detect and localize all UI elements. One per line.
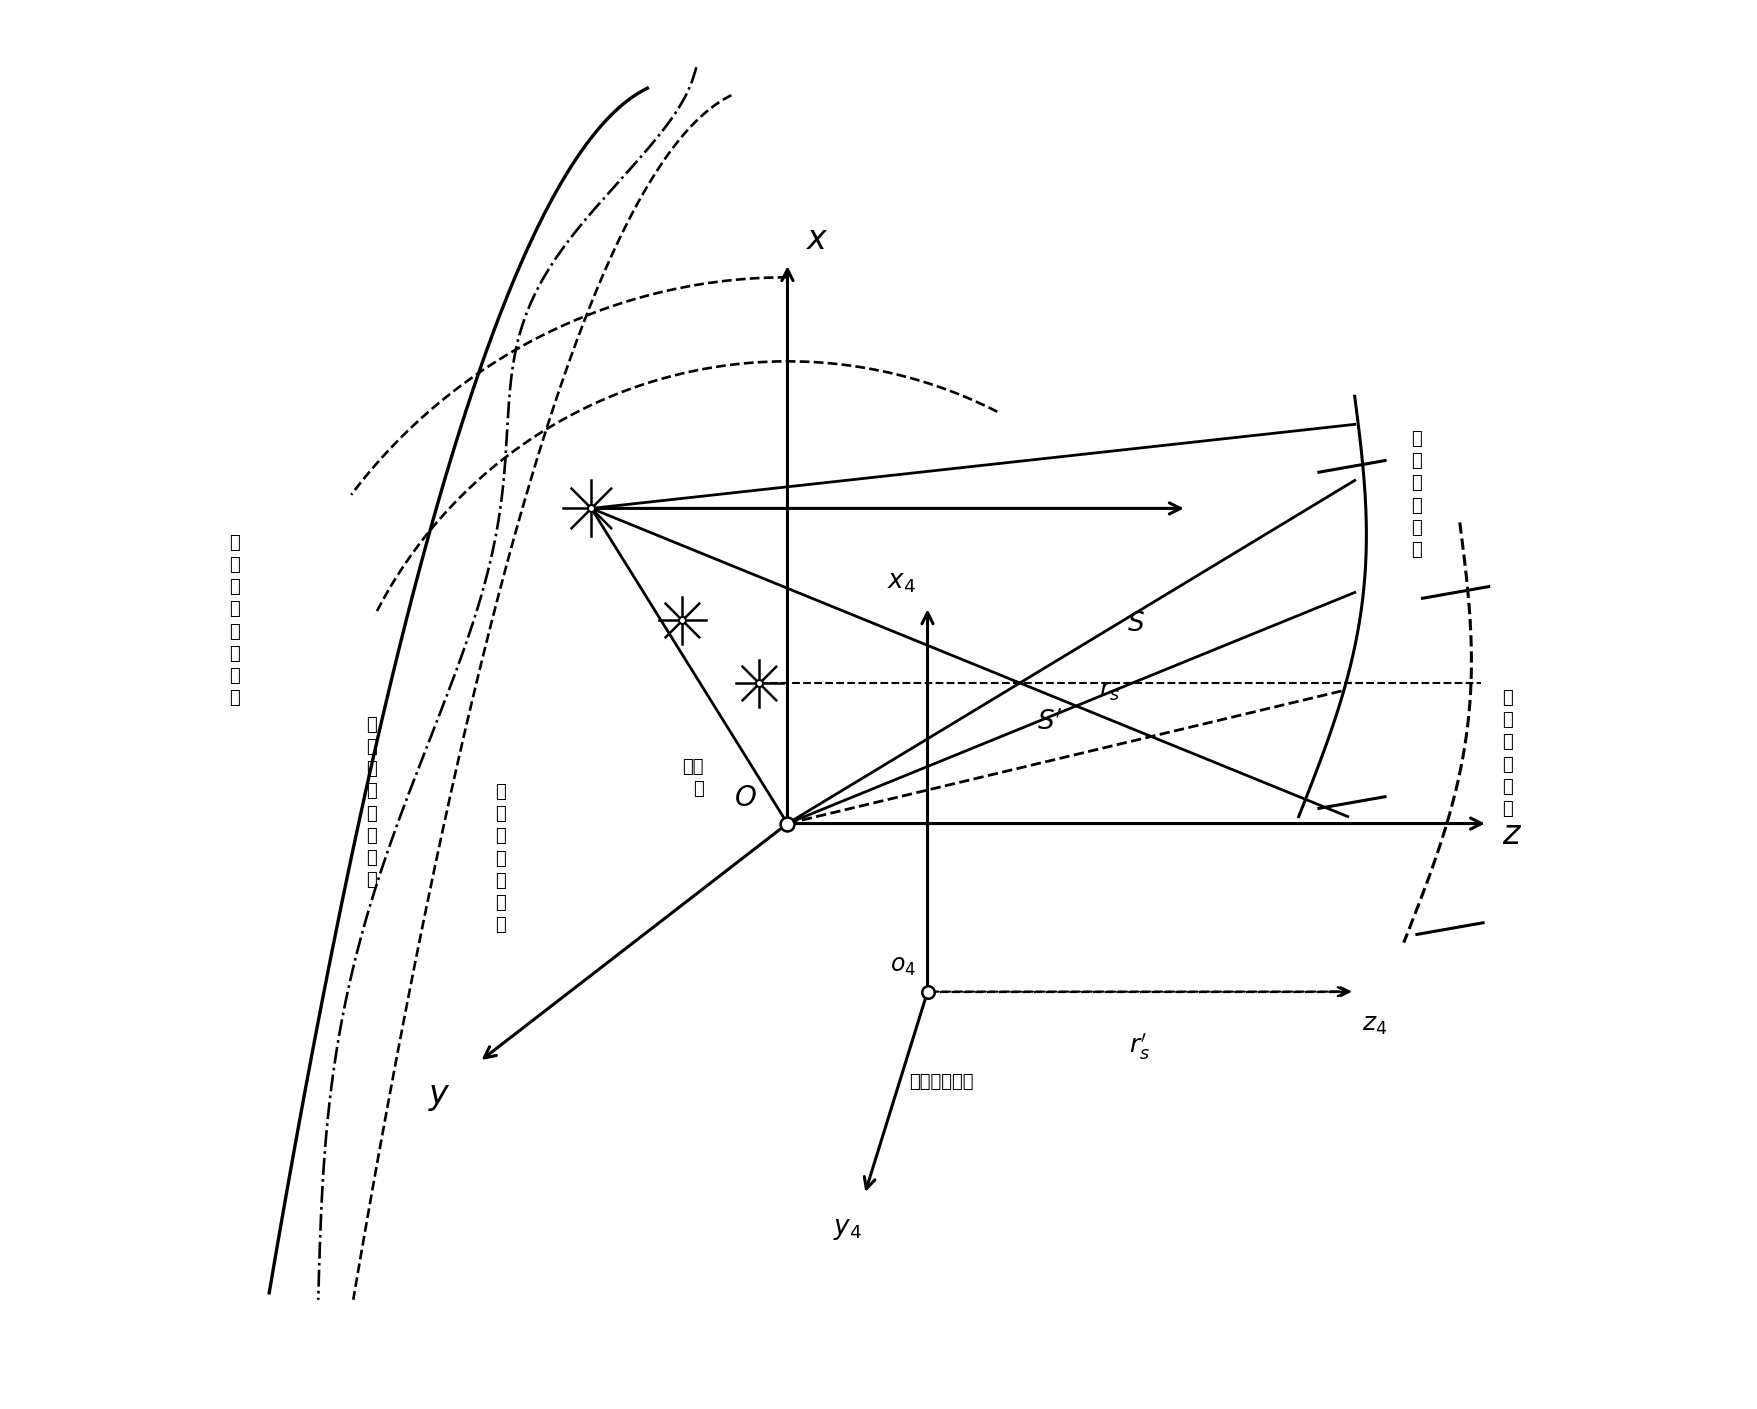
- Text: 理
论
设
计
主
反
射
面: 理 论 设 计 主 反 射 面: [228, 534, 239, 707]
- Text: 最
佳
吻
合
反
射
面: 最 佳 吻 合 反 射 面: [495, 783, 506, 934]
- Text: $z_4$: $z_4$: [1362, 1013, 1386, 1037]
- Text: 变
形
后
的
主
反
射
面: 变 形 后 的 主 反 射 面: [365, 716, 376, 889]
- Text: $S$: $S$: [1128, 612, 1146, 637]
- Text: $y_4$: $y_4$: [833, 1216, 863, 1241]
- Text: $y$: $y$: [429, 1079, 452, 1113]
- Text: $x_4$: $x_4$: [887, 569, 917, 595]
- Text: $r_s'$: $r_s'$: [1130, 1031, 1151, 1062]
- Text: 移
动
后
的
副
面: 移 动 后 的 副 面: [1502, 689, 1513, 819]
- Text: $o_4$: $o_4$: [891, 954, 917, 978]
- Text: $S'$: $S'$: [1037, 709, 1063, 735]
- Text: $z$: $z$: [1502, 819, 1522, 851]
- Text: 原馈
源: 原馈 源: [682, 758, 703, 799]
- Text: $x$: $x$: [806, 223, 829, 256]
- Text: 移动后的馈源: 移动后的馈源: [910, 1072, 973, 1091]
- Text: 理
论
设
计
副
面: 理 论 设 计 副 面: [1411, 430, 1421, 559]
- Text: $r_s$: $r_s$: [1100, 679, 1121, 703]
- Text: $O$: $O$: [734, 785, 757, 813]
